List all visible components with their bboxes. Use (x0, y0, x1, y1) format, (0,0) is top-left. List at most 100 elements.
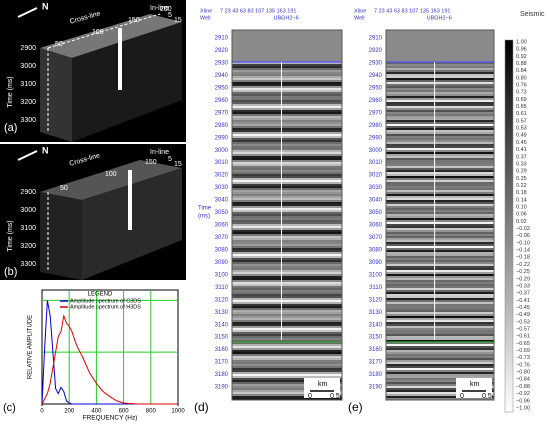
stripe (386, 172, 494, 174)
stripe (386, 332, 494, 334)
label: −0.25 (516, 269, 530, 275)
stripe (232, 310, 342, 312)
stripe (386, 184, 494, 186)
stripe (232, 258, 342, 260)
label: 2910 (215, 36, 229, 42)
stripe (232, 288, 342, 290)
stripe (232, 220, 342, 222)
stripe (386, 368, 494, 370)
stripe (232, 166, 342, 168)
stripe (232, 246, 342, 248)
stripe (386, 258, 494, 260)
label: 0.61 (516, 111, 527, 117)
label: 3300 (20, 117, 36, 124)
stripe (386, 140, 494, 142)
stripe (232, 374, 342, 376)
label: 0.14 (516, 197, 527, 203)
block-front (72, 22, 182, 142)
label: −0.80 (516, 370, 530, 376)
stripe (386, 322, 494, 324)
stripe (232, 392, 342, 394)
stripe (386, 356, 494, 358)
legend-entry: Amplitude spectrum of H3DS (70, 304, 141, 310)
stripe (386, 386, 494, 388)
stripe (232, 84, 342, 86)
label: 0.88 (516, 61, 527, 67)
stripe (386, 118, 494, 120)
stripe (386, 100, 494, 102)
label: 0.57 (516, 118, 527, 124)
stripe (386, 382, 494, 384)
stripe (386, 324, 494, 326)
stripe (232, 388, 342, 390)
label: 150 (145, 159, 157, 166)
stripe (386, 206, 494, 208)
stripe (232, 94, 342, 96)
label: −0.92 (516, 391, 530, 397)
stripe (386, 70, 494, 72)
label: 3030 (215, 185, 229, 191)
stripe (232, 396, 342, 398)
label: −0.57 (516, 327, 530, 333)
stripe (232, 398, 342, 400)
stripe (232, 248, 342, 250)
stripe (386, 150, 494, 152)
stripe (386, 216, 494, 218)
stripe (232, 344, 342, 346)
label: 2920 (215, 48, 229, 54)
stripe (232, 116, 342, 118)
label: 0.5 (482, 393, 492, 400)
stripe (386, 126, 494, 128)
label: 2900 (20, 189, 36, 196)
stripe (386, 134, 494, 136)
stripe (386, 144, 494, 146)
stripe (386, 74, 494, 76)
stripe (232, 338, 342, 340)
label: 3040 (215, 198, 229, 204)
stripe (232, 64, 342, 66)
label: −0.06 (516, 233, 530, 239)
label: 0.45 (516, 140, 527, 146)
stripe (386, 388, 494, 390)
stripe (232, 198, 342, 200)
stripe (386, 392, 494, 394)
stripe (386, 186, 494, 188)
stripe (232, 298, 342, 300)
stripe (386, 208, 494, 210)
label: 0.18 (516, 190, 527, 196)
stripe (386, 218, 494, 220)
stripe (386, 254, 494, 256)
stripe (232, 108, 342, 110)
label: 50 (60, 185, 68, 192)
label: 3020 (215, 173, 229, 179)
label: 3200 (20, 99, 36, 106)
stripe (386, 148, 494, 150)
label: 0.29 (516, 169, 527, 175)
x-tick-label: 1000 (171, 409, 185, 415)
stripe (232, 244, 342, 246)
stripe (232, 254, 342, 256)
label: 3180 (369, 372, 383, 378)
stripe (232, 242, 342, 244)
stripe (232, 86, 342, 88)
stripe (386, 344, 494, 346)
stripe (386, 222, 494, 224)
stripe (386, 202, 494, 204)
stripe (232, 154, 342, 156)
stripe (232, 316, 342, 318)
series-line (41, 314, 178, 405)
stripe (232, 282, 342, 284)
stripe (232, 240, 342, 242)
stripe (232, 74, 342, 76)
stripe (232, 380, 342, 382)
stripe (386, 190, 494, 192)
stripe (386, 72, 494, 74)
stripe (232, 230, 342, 232)
stripe (232, 98, 342, 100)
stripe (232, 328, 342, 330)
stripe (232, 284, 342, 286)
label: −0.45 (516, 305, 530, 311)
stripe (232, 112, 342, 114)
stripe (386, 352, 494, 354)
